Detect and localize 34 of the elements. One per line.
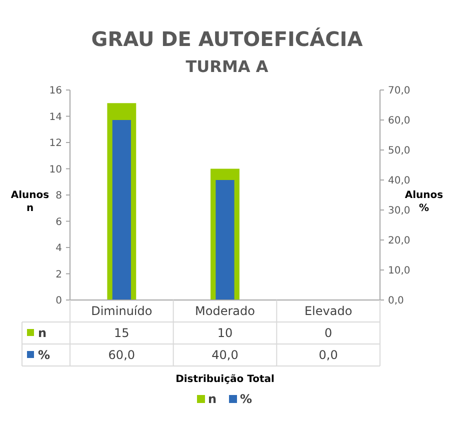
data-label: 0 (324, 326, 332, 340)
y2-tick-label: 40,0 (388, 176, 410, 186)
y2-tick-label: 10,0 (388, 266, 410, 276)
y-tick-label: 16 (49, 86, 62, 96)
y-tick-label: 10 (49, 164, 62, 176)
y2-tick-label: 0,0 (388, 296, 404, 306)
y-tick-label: 6 (56, 216, 62, 228)
data-label: 40,0 (212, 348, 238, 362)
data-label: 0,0 (318, 348, 338, 362)
text: Distribuição Total (176, 374, 274, 385)
y-tick-label: 2 (56, 269, 62, 280)
y-tick-label: 0 (56, 296, 62, 306)
data-label: 15 (114, 326, 130, 340)
data-label: 60,0 (108, 348, 136, 362)
y2-tick-label: 70,0 (388, 86, 410, 96)
y2-tick-label: 60,0 (388, 116, 410, 126)
x-tick-label: Elevado (304, 304, 352, 318)
y-tick-label: 8 (56, 190, 62, 202)
y2-tick-label: 50,0 (388, 146, 410, 156)
legend-label: % (38, 348, 50, 362)
y-tick-label: 12 (49, 138, 62, 149)
y2-tick-label: 20,0 (388, 236, 410, 246)
text: % (240, 392, 252, 406)
y-tick-label: 14 (49, 112, 62, 123)
text: n (208, 392, 217, 406)
x-tick-label: Moderado (195, 304, 255, 318)
x-tick-label: Diminuído (91, 304, 152, 318)
y-tick-label: 4 (56, 243, 62, 254)
chart-subtitle: TURMA A (186, 57, 269, 76)
legend-label: n (38, 326, 47, 340)
y2-tick-label: 30,0 (388, 206, 410, 216)
chart-title: GRAU DE AUTOEFICÁCIA (91, 27, 364, 51)
data-label: 10 (217, 326, 233, 340)
y-axis-title: Alunos n (10, 190, 50, 214)
